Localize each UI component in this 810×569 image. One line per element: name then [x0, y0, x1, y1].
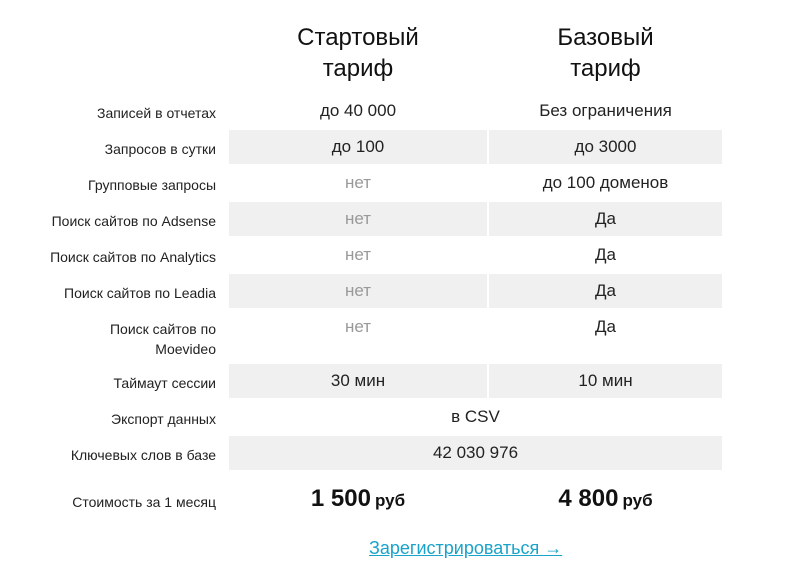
- start-value: нет: [344, 173, 372, 192]
- start-value: 30 мин: [229, 364, 487, 398]
- shared-value: в CSV: [451, 407, 500, 426]
- row-label-line1: Поиск сайтов по: [109, 321, 216, 337]
- price-label: Стоимость за 1 месяц: [72, 494, 216, 510]
- plan-title-start-line2: тариф: [322, 55, 394, 82]
- row-label: Записей в отчетах: [96, 105, 216, 121]
- row-label: Поиск сайтов по Moevideo: [0, 319, 216, 359]
- base-price-currency: руб: [622, 491, 653, 510]
- base-value: до 100 доменов: [542, 173, 669, 192]
- row-label-line2: Moevideo: [155, 341, 216, 357]
- row-label: Групповые запросы: [88, 177, 216, 193]
- row-label: Экспорт данных: [111, 411, 216, 427]
- start-value: до 100: [229, 130, 487, 164]
- plan-title-base: Базовый тариф: [489, 22, 722, 84]
- base-value: 10 мин: [489, 364, 722, 398]
- start-value: нет: [344, 245, 372, 264]
- base-value: Да: [489, 202, 722, 236]
- row-label: Поиск сайтов по Analytics: [50, 249, 216, 265]
- row-label: Запросов в сутки: [104, 141, 216, 157]
- start-value: нет: [229, 274, 487, 308]
- base-price: 4 800 руб: [489, 482, 722, 516]
- row-label: Поиск сайтов по Adsense: [51, 213, 216, 229]
- start-value: нет: [229, 202, 487, 236]
- plan-title-start-line1: Стартовый: [297, 24, 419, 51]
- start-value: нет: [344, 317, 372, 336]
- base-value: Без ограничения: [539, 101, 672, 120]
- start-value: до 40 000: [319, 101, 397, 120]
- row-label: Таймаут сессии: [113, 375, 216, 391]
- start-price: 1 500 руб: [229, 482, 487, 516]
- start-price-currency: руб: [374, 491, 406, 510]
- base-value: Да: [595, 317, 616, 336]
- row-label: Ключевых слов в базе: [70, 447, 216, 463]
- shared-value: 42 030 976: [229, 436, 722, 470]
- plan-title-base-line1: Базовый: [557, 24, 654, 51]
- base-value: Да: [489, 274, 722, 308]
- plan-title-start: Стартовый тариф: [229, 22, 487, 84]
- register-link[interactable]: Зарегистрироваться →: [369, 538, 563, 558]
- base-value: до 3000: [489, 130, 722, 164]
- base-value: Да: [595, 245, 616, 264]
- plan-title-base-line2: тариф: [570, 55, 641, 82]
- start-price-amount: 1 500: [310, 485, 371, 512]
- row-label: Поиск сайтов по Leadia: [64, 285, 216, 301]
- base-price-amount: 4 800: [558, 485, 619, 512]
